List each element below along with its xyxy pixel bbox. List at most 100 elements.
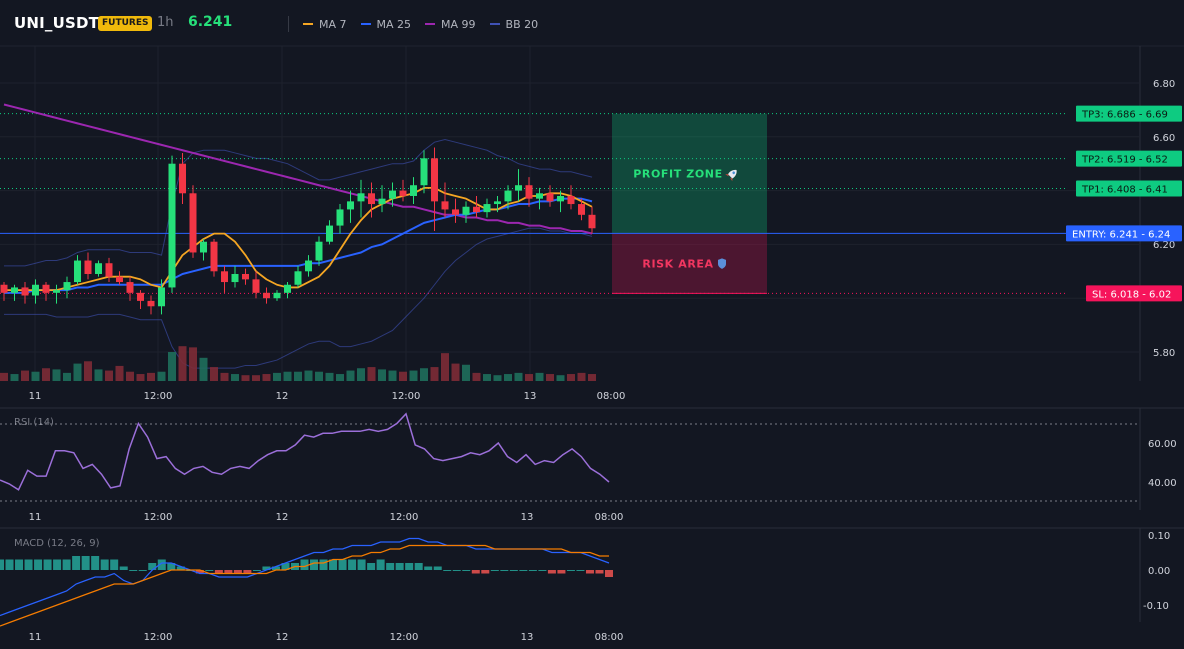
macd-histogram-bar [0,559,4,570]
volume-bar [357,368,365,381]
volume-bar [126,371,134,381]
candle-body [494,201,501,205]
futures-badge: FUTURES [98,16,153,31]
macd-histogram-bar [338,559,347,570]
candle-body [126,282,134,293]
candle-body [284,284,291,293]
macd-histogram-bar [528,570,537,571]
bb-lower-line [4,227,593,369]
volume-bar [73,363,82,381]
volume-bar [399,371,407,381]
candle-body [420,158,428,186]
macd-histogram-bar [348,559,357,570]
candle-body [221,271,228,283]
volume-bar [294,371,302,381]
legend-bb20[interactable]: BB 20 [489,18,538,31]
volume-bar [409,370,418,381]
volume-bar [588,374,596,381]
macd-histogram-bar [462,570,471,571]
volume-bar [304,370,313,381]
price-axis[interactable]: 6.80 6.60 6.20 5.80 [1153,79,1175,359]
volume-bar [567,374,575,381]
price-tick-660: 6.60 [1153,133,1175,144]
rsi-pane[interactable]: RSI (14) 60.00 40.00 [0,412,1177,502]
volume-bar [546,374,554,381]
volume-bar [262,374,271,381]
macd-histogram-bar [233,570,242,574]
sl-label-box [1086,285,1182,302]
volume-bar [21,370,29,381]
candle-body [326,225,333,242]
macd-label: MACD (12, 26, 9) [14,538,100,549]
candle-body [21,287,29,296]
ma7-swatch [303,23,313,25]
tp2-label-box [1076,150,1182,167]
volume-bar [483,374,491,381]
rsi-tick-60: 60.00 [1148,439,1177,450]
macd-pane[interactable]: MACD (12, 26, 9) 0.10 0.00 -0.10 [0,531,1170,627]
candle-body [74,260,81,283]
time-tick-13: 13 [524,391,537,402]
macd-time-tick-0800: 08:00 [595,632,624,643]
candle-body [263,292,270,299]
legend-ma25[interactable]: MA 25 [360,18,411,31]
volume-bar [367,367,376,381]
macd-histogram-bar [243,570,252,574]
macd-histogram-bar [443,570,452,571]
macd-histogram-bar [414,563,423,570]
rsi-time-tick-13: 13 [521,512,534,523]
macd-histogram-bar [129,570,138,571]
tp2-label-text: TP2: 6.519 - 6.52 [1081,155,1168,166]
profit-zone-box[interactable] [612,113,767,234]
macd-histogram-bar [490,570,499,571]
macd-histogram-bar [24,559,33,570]
time-axis-rsi[interactable]: 11 12:00 12 12:00 13 08:00 [29,512,624,523]
volume-bar [147,372,155,381]
macd-signal-line [0,544,609,627]
volume-bar [388,370,397,381]
candle-body [588,214,596,229]
macd-histogram-bar [252,570,261,571]
volume-bar [105,370,113,381]
legend-ma7-label: MA 7 [319,17,347,31]
volume-bar [189,347,197,381]
volume-bar [535,372,544,381]
macd-histogram-bar [214,570,223,574]
candle-body [515,185,522,191]
macd-histogram-bar [205,570,214,571]
time-tick-1200-a: 12:00 [144,391,173,402]
interval-selector[interactable]: 1h [157,15,174,30]
time-axis-macd[interactable]: 11 12:00 12 12:00 13 08:00 [29,632,624,643]
macd-histogram-bar [386,563,395,570]
candle-body [399,190,407,196]
legend-ma7[interactable]: MA 7 [303,18,347,31]
price-tick-620: 6.20 [1153,240,1175,251]
time-tick-12: 12 [276,391,289,402]
macd-histogram-bar [72,556,81,570]
macd-histogram-bar [195,570,204,574]
time-axis-main[interactable]: 11 12:00 12 12:00 13 08:00 [29,391,626,402]
macd-histogram-bar [53,559,62,570]
candle-body [273,292,281,299]
legend-ma99-label: MA 99 [441,17,476,31]
candle-body [95,263,102,274]
rsi-time-tick-1200-a: 12:00 [144,512,173,523]
candle-body [536,193,543,199]
candle-body [63,282,71,291]
macd-tick-neg010: -0.10 [1143,601,1169,612]
risk-zone-box[interactable] [612,233,767,294]
candle-body [462,206,470,215]
macd-histogram [0,556,613,577]
legend-ma99[interactable]: MA 99 [425,18,476,31]
shield-icon [718,258,726,269]
macd-histogram-bar [405,563,414,570]
moving-averages [3,103,593,294]
macd-histogram-bar [481,570,490,574]
macd-histogram-bar [43,559,52,570]
rsi-line [0,412,610,491]
symbol-title[interactable]: UNI_USDT [14,14,100,32]
candle-body [189,193,197,253]
macd-histogram-bar [595,570,604,574]
candles [0,147,596,315]
